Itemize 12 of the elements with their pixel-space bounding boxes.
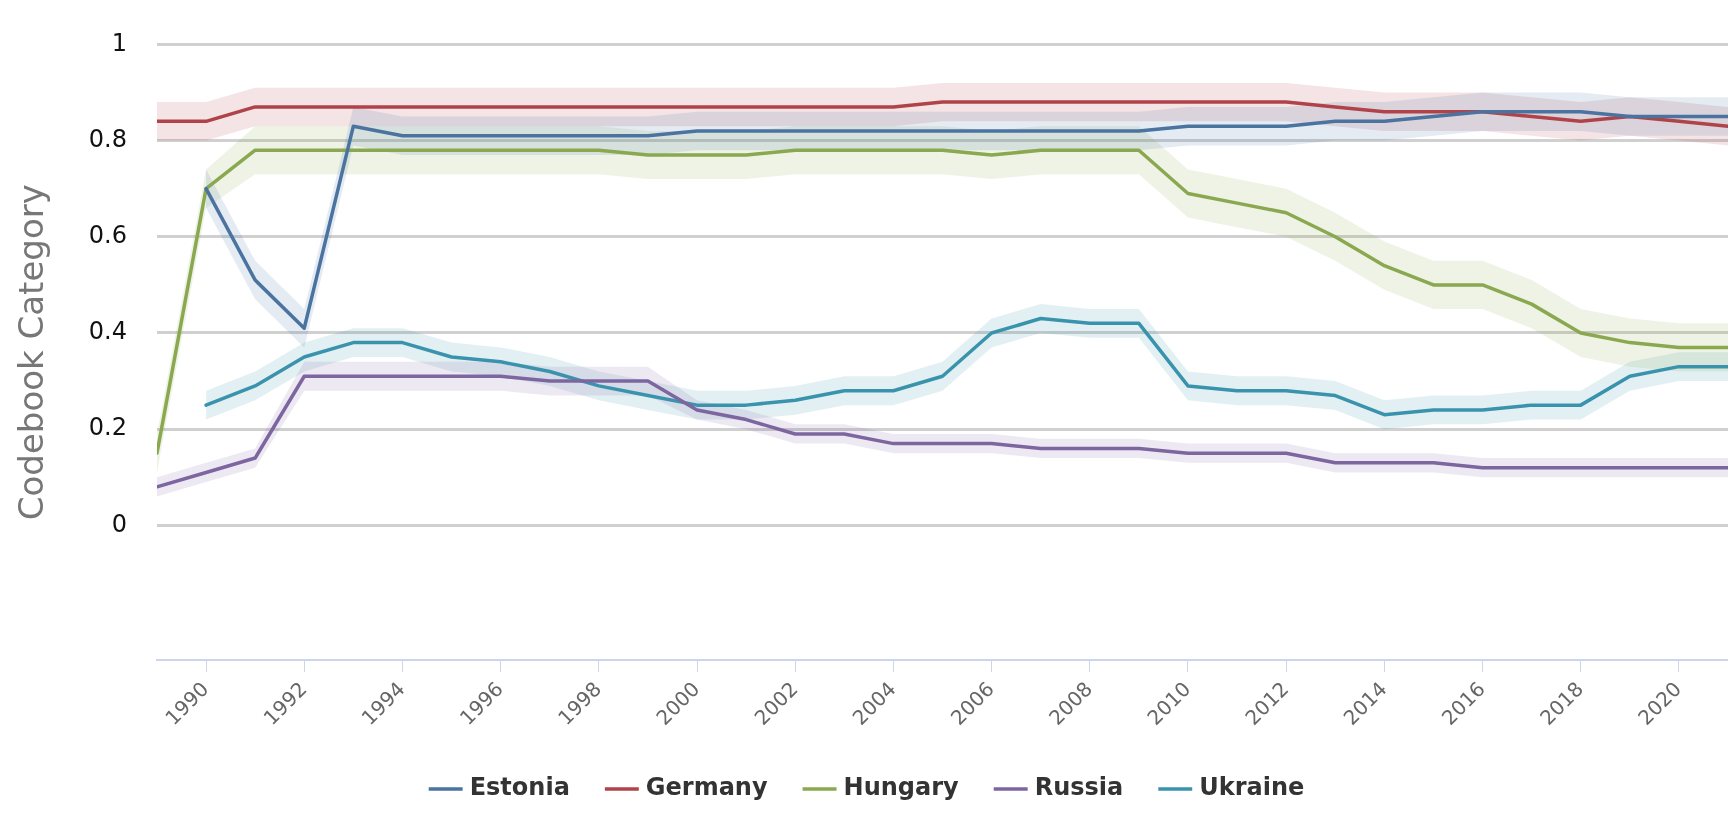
y-axis-title: Codebook Category — [11, 184, 52, 521]
legend-label: Ukraine — [1199, 773, 1305, 802]
y-tick-label: 0.6 — [88, 221, 127, 250]
y-tick-label: 0.2 — [88, 413, 127, 442]
y-tick-label: 0.8 — [88, 124, 127, 153]
y-tick-label: 1 — [111, 28, 127, 57]
legend-label: Hungary — [843, 773, 960, 802]
legend-label: Germany — [645, 773, 768, 802]
legend-label: Estonia — [469, 773, 570, 802]
legend-label: Russia — [1034, 773, 1124, 802]
y-tick-label: 0 — [111, 509, 127, 538]
y-tick-label: 0.4 — [88, 317, 127, 346]
